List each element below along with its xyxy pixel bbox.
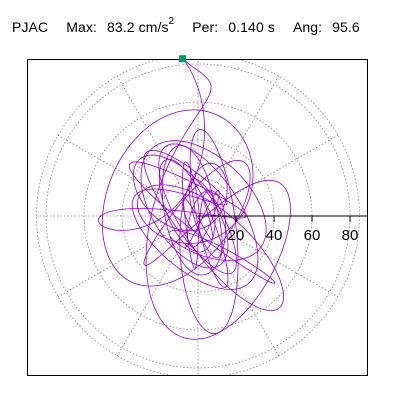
period-label: Per:	[192, 18, 219, 35]
max-unit: cm/s	[138, 18, 169, 35]
period-unit: s	[267, 18, 275, 35]
max-value: 83.2	[106, 18, 135, 35]
grid-spoke-60	[216, 75, 280, 184]
plot-frame	[27, 59, 368, 376]
grid-spoke-300	[216, 248, 280, 357]
radial-tick-label-20: 20	[228, 227, 245, 244]
radial-tick-label-60: 60	[304, 227, 321, 244]
grid-spoke-150	[57, 134, 166, 198]
radial-tick-label-80: 80	[342, 227, 359, 244]
station-code: PJAC	[12, 18, 49, 35]
radial-tick-label-40: 40	[266, 227, 283, 244]
angle-label: Ang:	[292, 18, 323, 35]
radial-axis: 20 40 60 80	[198, 215, 367, 244]
plot-header: PJAC Max: 83.2 cm/s2 Per: 0.140 s Ang: 9…	[12, 16, 360, 35]
grid-spoke-210	[57, 234, 166, 298]
max-unit-exponent: 2	[168, 16, 175, 27]
grid-spoke-240	[116, 248, 180, 357]
trace-path	[98, 60, 291, 340]
max-label: Max:	[66, 18, 97, 35]
grid-spoke-120	[116, 75, 180, 184]
period-value: 0.140	[228, 18, 264, 35]
peak-marker-layer	[179, 55, 187, 63]
angle-value: 95.6	[332, 18, 360, 35]
peak-marker	[179, 55, 187, 63]
grid-spoke-330	[230, 234, 339, 298]
particle-motion-trace	[98, 60, 291, 340]
grid-spoke-30	[230, 134, 339, 198]
